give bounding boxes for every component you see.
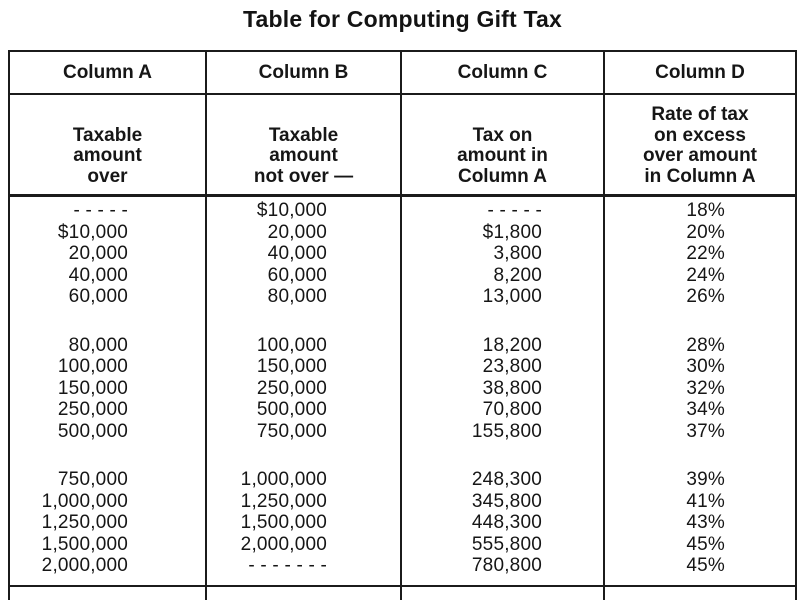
table-cell: 1,250,000 <box>240 490 327 512</box>
table-cell: $1,800 <box>482 221 542 243</box>
table-body: - - - - - $10,000- - - - -18% $10,000 20,00… <box>10 197 795 585</box>
table-cell: 1,500,000 <box>41 533 128 555</box>
table-cell: $10,000 <box>256 200 327 221</box>
table-cell: 8,200 <box>493 264 542 286</box>
row-group-gap <box>10 442 795 469</box>
table-cell: 22% <box>686 243 725 264</box>
bottom-edge-stub <box>205 586 207 600</box>
table-row: - - - - - $10,000 - - - - - 18% <box>10 200 795 222</box>
table-cell: 1,250,000 <box>41 512 128 533</box>
table-cell: 38,800 <box>482 377 542 399</box>
column-divider-line <box>400 197 402 585</box>
table-row: 20,000 40,000 3,800 22% <box>10 243 795 265</box>
bottom-edge-stub <box>400 586 402 600</box>
column-header-row: Column A Column B Column C Column D <box>10 52 795 95</box>
column-b-header: Column B <box>207 52 402 93</box>
table-cell: 23,800 <box>482 356 542 377</box>
column-d-header: Column D <box>655 61 745 83</box>
table-cell: 3,800 <box>493 243 542 264</box>
column-divider-line <box>603 197 605 585</box>
table-cell: $10,000 <box>57 221 128 243</box>
table-cell: 39% <box>686 469 725 490</box>
column-d-subheader: Rate of tax on excess over amount in Col… <box>642 104 758 187</box>
table-cell: 32% <box>686 377 725 399</box>
table-cell: 13,000 <box>482 286 542 307</box>
table-cell: 155,800 <box>471 420 542 442</box>
page-title: Table for Computing Gift Tax <box>242 6 563 32</box>
table-cell: 345,800 <box>471 490 542 512</box>
table-row: 80,000 100,000 18,200 28% <box>10 335 795 357</box>
table-row: 750,000 1,000,000 248,300 39% <box>10 469 795 491</box>
column-a-header: Column A <box>10 52 207 93</box>
table-cell: 150,000 <box>256 356 327 377</box>
table-cell: 448,300 <box>471 512 542 533</box>
table-cell: 26% <box>686 286 725 307</box>
table-row: 1,250,000 1,500,000 448,300 43% <box>10 512 795 534</box>
table-row: 60,000 80,000 13,000 26% <box>10 286 795 308</box>
table-cell: 18,200 <box>482 334 542 356</box>
table-cell: 60,000 <box>267 264 327 286</box>
table-cell: 780,800 <box>471 555 542 576</box>
column-b-subheader: Taxable amount not over — <box>207 95 402 194</box>
table-row: 100,000 150,000 23,800 30% <box>10 356 795 378</box>
table-cell: 20% <box>686 221 725 243</box>
table-cell: 80,000 <box>267 286 327 307</box>
column-c-subheader: Tax on amount in Column A <box>402 95 605 194</box>
column-subheader-row: Taxable amount over Taxable amount not o… <box>10 95 795 197</box>
bottom-edge-stub <box>795 586 797 600</box>
gift-tax-table: Column A Column B Column C Column D Taxa… <box>8 50 797 587</box>
row-group-gap <box>10 308 795 335</box>
table-cell: 40,000 <box>267 243 327 264</box>
table-cell: 100,000 <box>57 356 128 377</box>
table-cell: 20,000 <box>267 221 327 243</box>
table-cell: 37% <box>686 420 725 442</box>
table-cell: 18% <box>686 200 725 221</box>
table-cell: 70,800 <box>482 399 542 420</box>
table-cell: 250,000 <box>256 377 327 399</box>
table-cell: 40,000 <box>68 264 128 286</box>
bottom-edge-stub <box>603 586 605 600</box>
table-row: $10,000 20,000 $1,800 20% <box>10 222 795 244</box>
bottom-edge-stub <box>8 586 10 600</box>
table-row: 250,000 500,000 70,800 34% <box>10 399 795 421</box>
table-row: 150,000 250,000 38,800 32% <box>10 378 795 400</box>
table-cell: 1,000,000 <box>41 490 128 512</box>
table-cell: 750,000 <box>256 420 327 442</box>
table-cell: 45% <box>686 555 725 576</box>
table-row: 500,000 750,000 155,800 37% <box>10 421 795 443</box>
table-cell: 1,000,000 <box>240 469 327 490</box>
table-cell: 248,300 <box>471 469 542 490</box>
table-row: 1,000,000 1,250,000 345,800 41% <box>10 491 795 513</box>
table-cell: 150,000 <box>57 377 128 399</box>
table-cell: 60,000 <box>68 286 128 307</box>
table-cell: 43% <box>686 512 725 533</box>
column-a-subheader: Taxable amount over <box>10 95 207 194</box>
table-cell: 80,000 <box>68 334 128 356</box>
table-cell: 20,000 <box>68 243 128 264</box>
table-row: 1,500,000 2,000,000 555,800 45% <box>10 534 795 556</box>
table-cell: 34% <box>686 399 725 420</box>
table-cell: 2,000,000 <box>41 555 128 576</box>
column-c-header: Column C <box>402 52 605 93</box>
table-cell: 41% <box>686 490 725 512</box>
table-cell: 30% <box>686 356 725 377</box>
table-cell: 500,000 <box>57 420 128 442</box>
table-cell: 2,000,000 <box>240 533 327 555</box>
table-row: 2,000,000 - - - - - - - 780,800 45% <box>10 555 795 577</box>
table-cell: - - - - - <box>487 200 542 221</box>
table-cell: 250,000 <box>57 399 128 420</box>
table-cell: 750,000 <box>57 469 128 490</box>
table-cell: 555,800 <box>471 533 542 555</box>
table-cell: 45% <box>686 533 725 555</box>
table-cell: 500,000 <box>256 399 327 420</box>
table-cell: 24% <box>686 264 725 286</box>
table-cell: 28% <box>686 334 725 356</box>
table-row: 40,000 60,000 8,200 24% <box>10 265 795 287</box>
table-cell: 100,000 <box>256 334 327 356</box>
table-cell: 1,500,000 <box>240 512 327 533</box>
column-divider-line <box>205 197 207 585</box>
table-cell: - - - - - <box>73 200 128 221</box>
table-cell: - - - - - - - <box>248 555 327 576</box>
